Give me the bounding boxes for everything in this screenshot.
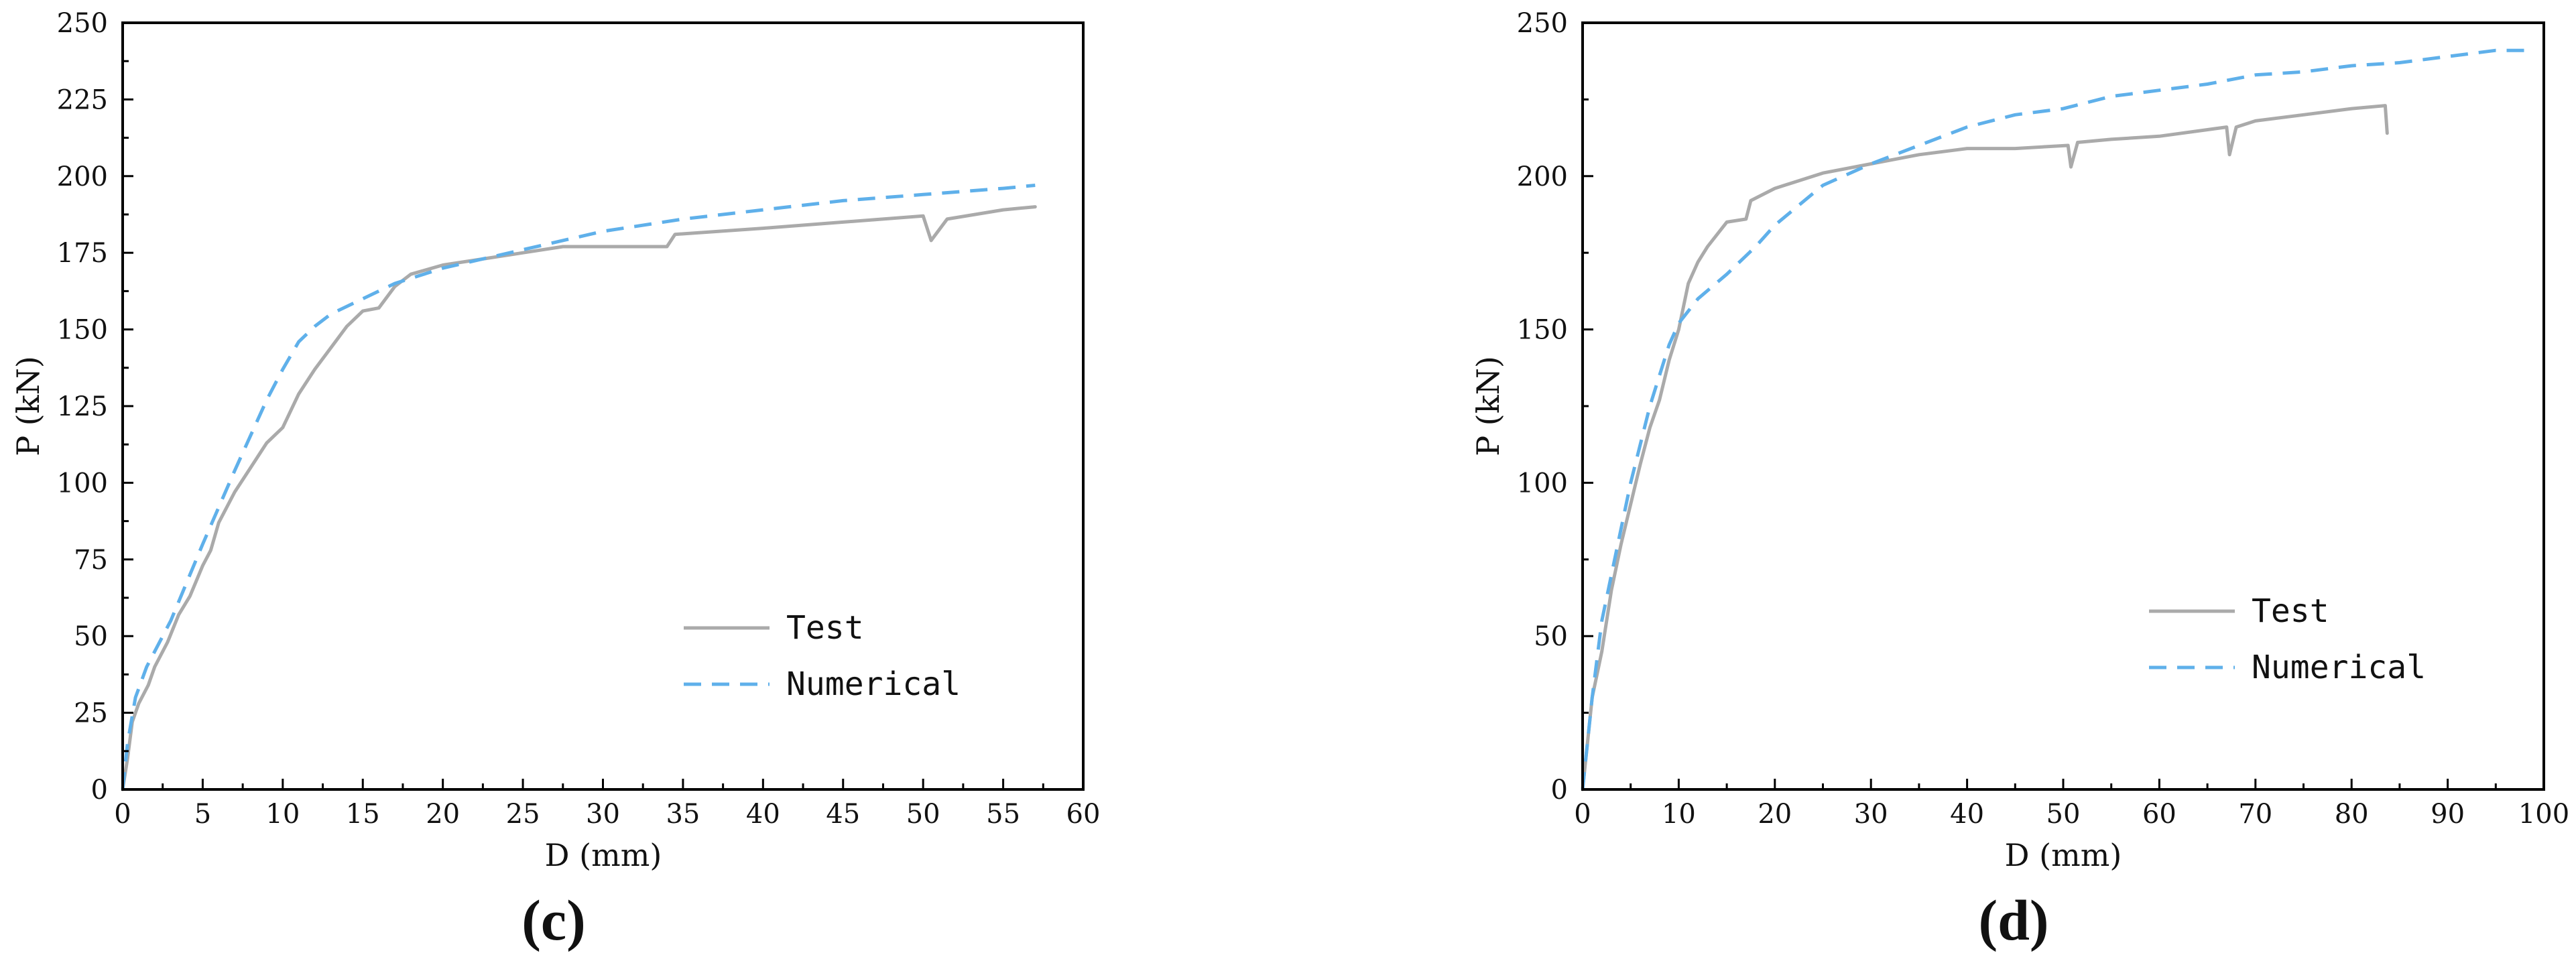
chart-d-series-test-line — [1581, 104, 2389, 791]
chart-d-x-tick-label: 40 — [1950, 799, 1984, 830]
chart-c-y-tick-label: 175 — [57, 238, 108, 269]
chart-c-series-group — [121, 184, 1037, 791]
chart-c-x-tick-label: 5 — [194, 799, 211, 830]
chart-c-y-tick-label: 75 — [74, 545, 108, 576]
chart-c-x-tick-label: 40 — [746, 799, 780, 830]
chart-c-x-tick-label: 35 — [666, 799, 700, 830]
chart-c-y-tick-label: 100 — [57, 468, 108, 499]
chart-d-y-tick-label: 200 — [1517, 162, 1568, 192]
chart-c-x-tick-label: 20 — [426, 799, 460, 830]
chart-c-series-test-line — [121, 205, 1037, 791]
chart-d-x-tick-label: 30 — [1854, 799, 1888, 830]
chart-c-x-tick-label: 0 — [114, 799, 131, 830]
chart-c-x-tick-label: 55 — [986, 799, 1020, 830]
chart-c-legend-numerical-label: Numerical — [786, 665, 961, 703]
chart-c-x-tick-label: 60 — [1066, 799, 1101, 830]
chart-d-y-tick-label: 150 — [1517, 315, 1568, 346]
chart-d-x-tick-label: 80 — [2335, 799, 2369, 830]
chart-c-x-axis-title: D (mm) — [545, 837, 662, 873]
chart-d-y-tick-label: 50 — [1534, 621, 1568, 652]
chart-c-x-tick-label: 45 — [826, 799, 860, 830]
chart-c-x-tick-label: 15 — [346, 799, 380, 830]
chart-d-x-tick-label: 60 — [2142, 799, 2176, 830]
chart-c-y-axis-title: P (kN) — [10, 356, 46, 456]
chart-c-panel-label: (c) — [522, 888, 585, 952]
chart-c-y-tick-label: 250 — [57, 8, 108, 39]
chart-d-legend-numerical-label: Numerical — [2252, 649, 2426, 686]
chart-d-panel-label: (d) — [1978, 888, 2048, 952]
chart-d-y-tick-label: 0 — [1551, 775, 1568, 806]
chart-c-x-tick-label: 30 — [586, 799, 620, 830]
chart-c-y-tick-label: 200 — [57, 162, 108, 192]
chart-d-y-axis-title: P (kN) — [1470, 356, 1506, 456]
chart-panel-d: 0 10 20 30 40 50 60 70 80 90 100 0 50 100 150 200 250 D … — [1470, 8, 2569, 952]
chart-c-y-tick-label: 150 — [57, 315, 108, 346]
chart-c-legend-test-label: Test — [786, 609, 864, 647]
chart-d-x-tick-label: 20 — [1758, 799, 1792, 830]
chart-d-legend-test-label: Test — [2252, 592, 2329, 630]
chart-d-y-tick-label: 250 — [1517, 8, 1568, 39]
chart-d-x-tick-label: 0 — [1574, 799, 1591, 830]
chart-panel-c: 0 5 10 15 20 25 30 35 40 45 50 55 60 0 25 50 75 100 125 150… — [10, 8, 1100, 952]
chart-d-x-tick-label: 50 — [2046, 799, 2081, 830]
chart-c-x-tick-label: 10 — [265, 799, 300, 830]
chart-d-x-axis-title: D (mm) — [2005, 837, 2122, 873]
chart-c-series-numerical-line — [121, 184, 1036, 790]
chart-d-legend: Test Numerical — [2149, 592, 2426, 686]
chart-c-y-tick-label: 50 — [74, 621, 108, 652]
chart-c-y-tick-label: 0 — [91, 775, 108, 806]
chart-c-x-tick-label: 25 — [506, 799, 540, 830]
chart-c-x-tick-label: 50 — [906, 799, 940, 830]
chart-d-x-tick-label: 10 — [1662, 799, 1696, 830]
chart-c-ticks-group: 0 5 10 15 20 25 30 35 40 45 50 55 60 0 25 50 75 100 125 150… — [57, 8, 1101, 830]
chart-c-y-tick-label: 225 — [57, 84, 108, 115]
chart-c-y-tick-label: 25 — [74, 698, 108, 729]
chart-d-ticks-group: 0 10 20 30 40 50 60 70 80 90 100 0 50 100 150 200 250 — [1517, 8, 2570, 830]
chart-d-x-tick-label: 90 — [2431, 799, 2465, 830]
chart-c-y-tick-label: 125 — [57, 391, 108, 422]
chart-d-x-tick-label: 100 — [2518, 799, 2569, 830]
chart-d-series-group — [1581, 48, 2525, 791]
chart-d-y-tick-label: 100 — [1517, 468, 1568, 499]
chart-d-x-tick-label: 70 — [2238, 799, 2272, 830]
chart-d-series-numerical-line — [1581, 48, 2525, 790]
chart-c-legend: Test Numerical — [684, 609, 961, 703]
